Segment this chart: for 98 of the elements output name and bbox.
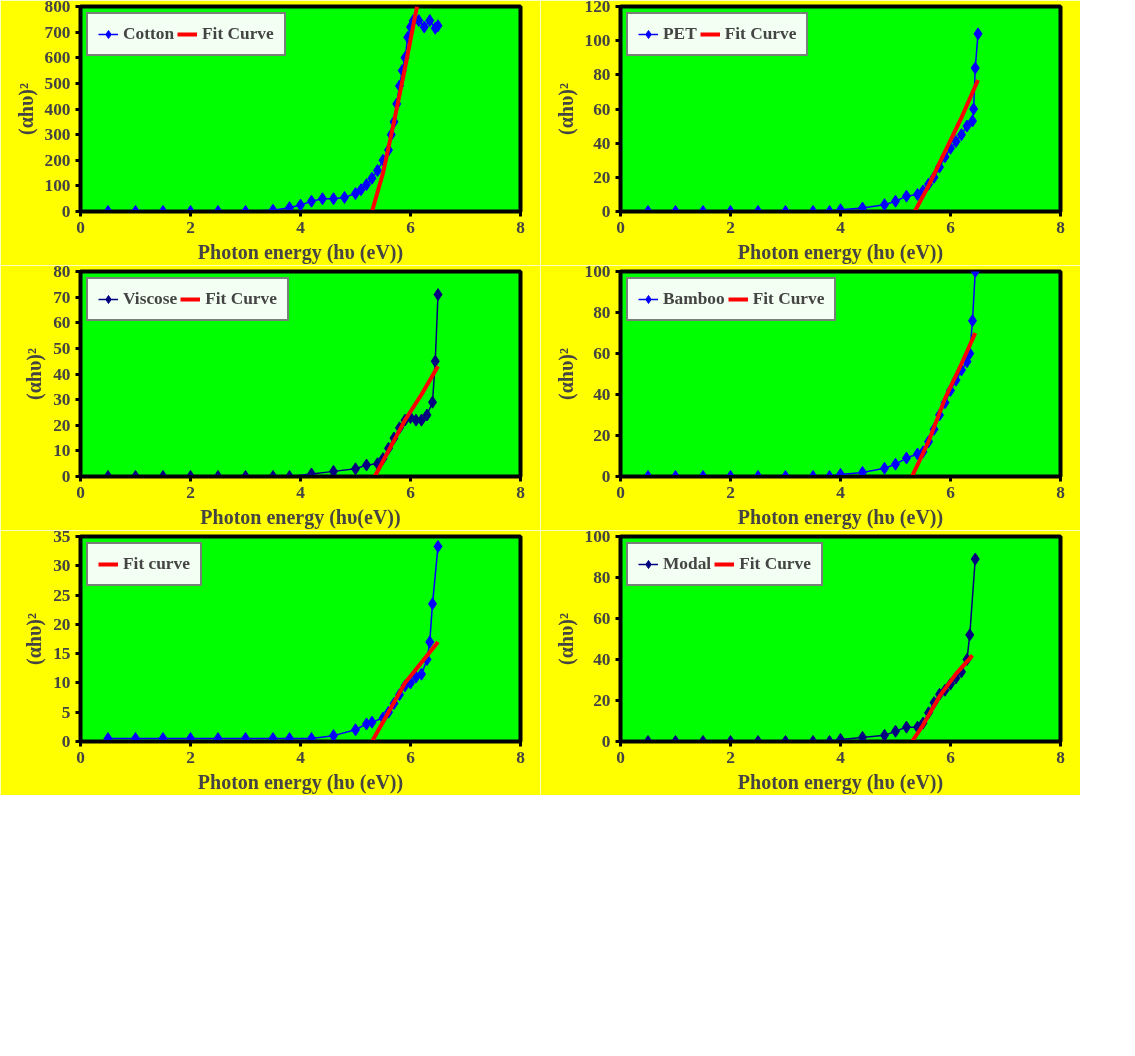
x-tick-label: 8 xyxy=(1056,747,1066,767)
y-tick-label: 20 xyxy=(593,167,611,187)
x-tick-label: 6 xyxy=(406,747,416,767)
x-tick-label: 8 xyxy=(516,217,526,237)
x-tick-label: 8 xyxy=(516,747,526,767)
x-tick-label: 6 xyxy=(946,217,956,237)
y-tick-label: 0 xyxy=(61,202,71,221)
y-tick-label: 40 xyxy=(593,650,611,669)
y-axis-title: (αhυ)² xyxy=(23,613,47,665)
y-tick-label: 0 xyxy=(601,732,611,751)
x-tick-label: 6 xyxy=(406,482,416,502)
y-tick-label: 15 xyxy=(53,644,71,664)
x-axis-title: Photon energy (hυ(eV)) xyxy=(200,505,401,529)
x-tick-label: 4 xyxy=(836,217,846,237)
y-tick-label: 100 xyxy=(584,527,611,546)
x-axis-title: Photon energy (hυ (eV)) xyxy=(737,505,944,529)
y-axis-title: (αhυ)² xyxy=(14,83,38,135)
y-tick-label: 300 xyxy=(44,125,71,145)
y-axis-title: (αhυ)² xyxy=(554,348,578,400)
x-tick-label: 0 xyxy=(76,747,85,767)
y-tick-label: 25 xyxy=(53,585,71,605)
x-tick-label: 2 xyxy=(726,217,735,237)
legend-label: Fit curve xyxy=(123,554,190,574)
y-tick-label: 20 xyxy=(593,426,611,445)
x-axis-title: Photon energy (hυ (eV)) xyxy=(197,770,404,794)
x-tick-label: 0 xyxy=(76,217,85,237)
x-tick-label: 4 xyxy=(836,747,846,767)
y-tick-label: 70 xyxy=(53,287,71,307)
y-axis-title: (αhυ)² xyxy=(554,83,578,135)
y-tick-label: 200 xyxy=(44,150,71,170)
x-tick-label: 6 xyxy=(946,747,956,767)
y-tick-label: 600 xyxy=(44,48,71,68)
x-tick-label: 4 xyxy=(296,747,306,767)
legend-label: Modal xyxy=(663,554,712,574)
x-tick-label: 0 xyxy=(76,482,85,502)
y-tick-label: 40 xyxy=(593,385,611,404)
y-tick-label: 40 xyxy=(593,133,611,153)
y-tick-label: 120 xyxy=(584,0,611,16)
y-tick-label: 30 xyxy=(53,556,71,576)
y-tick-label: 80 xyxy=(593,568,611,587)
y-tick-label: 30 xyxy=(53,390,71,410)
x-tick-label: 0 xyxy=(616,747,625,767)
y-tick-label: 80 xyxy=(53,262,71,281)
y-tick-label: 50 xyxy=(53,338,71,358)
y-tick-label: 100 xyxy=(584,262,611,281)
x-tick-label: 2 xyxy=(186,747,195,767)
legend-label: PET xyxy=(663,24,697,44)
y-tick-label: 40 xyxy=(53,364,71,384)
y-tick-label: 700 xyxy=(44,22,71,42)
y-tick-label: 20 xyxy=(53,415,71,435)
y-tick-label: 0 xyxy=(601,467,611,486)
x-axis-title: Photon energy (hυ (eV)) xyxy=(197,240,404,264)
legend-label: Viscose xyxy=(123,289,178,309)
y-tick-label: 100 xyxy=(584,31,611,51)
y-tick-label: 80 xyxy=(593,65,611,85)
y-axis-title: (αhυ)² xyxy=(554,613,578,665)
x-tick-label: 0 xyxy=(616,482,625,502)
x-tick-label: 0 xyxy=(616,217,625,237)
x-axis-title: Photon energy (hυ (eV)) xyxy=(737,770,944,794)
y-tick-label: 10 xyxy=(53,441,71,461)
y-tick-label: 60 xyxy=(53,313,71,333)
x-tick-label: 8 xyxy=(516,482,526,502)
legend-label: Fit Curve xyxy=(205,289,277,309)
x-tick-label: 8 xyxy=(1056,217,1066,237)
y-tick-label: 80 xyxy=(593,303,611,322)
x-tick-label: 8 xyxy=(1056,482,1066,502)
x-tick-label: 2 xyxy=(186,217,195,237)
legend-label: Bamboo xyxy=(663,289,725,309)
y-axis-title: (αhυ)² xyxy=(23,348,47,400)
x-tick-label: 4 xyxy=(836,482,846,502)
y-tick-label: 0 xyxy=(61,467,71,486)
x-tick-label: 4 xyxy=(296,482,306,502)
x-tick-label: 2 xyxy=(186,482,195,502)
y-tick-label: 5 xyxy=(61,702,71,722)
y-tick-label: 500 xyxy=(44,73,71,93)
legend-label: Fit Curve xyxy=(202,24,274,44)
y-tick-label: 20 xyxy=(53,614,71,634)
y-tick-label: 0 xyxy=(61,732,71,751)
x-axis-title: Photon energy (hυ (eV)) xyxy=(737,240,944,264)
y-tick-label: 60 xyxy=(593,99,611,119)
y-tick-label: 20 xyxy=(593,691,611,710)
legend-label: Cotton xyxy=(123,24,175,44)
x-tick-label: 6 xyxy=(946,482,956,502)
y-tick-label: 10 xyxy=(53,673,71,693)
x-tick-label: 6 xyxy=(406,217,416,237)
legend-label: Fit Curve xyxy=(724,24,797,44)
y-tick-label: 400 xyxy=(44,99,71,119)
legend-label: Fit Curve xyxy=(752,289,825,309)
y-tick-label: 100 xyxy=(44,176,71,196)
y-tick-label: 60 xyxy=(593,609,611,628)
legend-label: Fit Curve xyxy=(739,554,811,574)
x-tick-label: 2 xyxy=(726,747,735,767)
y-tick-label: 0 xyxy=(601,202,611,221)
x-tick-label: 4 xyxy=(296,217,306,237)
y-tick-label: 60 xyxy=(593,344,611,363)
y-tick-label: 800 xyxy=(44,0,71,16)
y-tick-label: 35 xyxy=(53,527,71,546)
x-tick-label: 2 xyxy=(726,482,735,502)
